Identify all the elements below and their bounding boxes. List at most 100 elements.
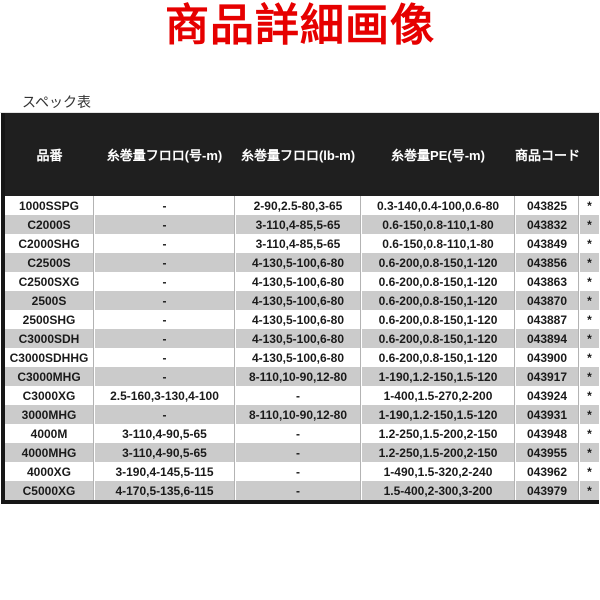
table-row: C3000MHG -8-110,10-90,12-80 1-190,1.2-150,…: [5, 367, 599, 386]
table-row: C3000SDH -4-130,5-100,6-80 0.6-200,0.8-150…: [5, 329, 599, 348]
table-cell: -: [94, 310, 235, 329]
table-cell: *: [579, 367, 599, 386]
table-cell: 1000SSPG: [5, 196, 94, 215]
table-cell: 1-190,1.2-150,1.5-120: [361, 405, 515, 424]
spec-table: 品番 糸巻量フロロ(号-m) 糸巻量フロロ(lb-m) 糸巻量PE(号-m) 商品コード…: [1, 113, 599, 504]
table-cell: 043849: [515, 234, 579, 253]
table-cell: -: [94, 405, 235, 424]
table-row: C2500S -4-130,5-100,6-80 0.6-200,0.8-150,1…: [5, 253, 599, 272]
table-cell: C2000SHG: [5, 234, 94, 253]
table-cell: 043955: [515, 443, 579, 462]
table-cell: 043962: [515, 462, 579, 481]
table-cell: -: [94, 272, 235, 291]
table-row: 4000XG 3-190,4-145,5-115-1-490,1.5-320,2-…: [5, 462, 599, 481]
table-cell: 4-130,5-100,6-80: [235, 272, 361, 291]
table-cell: 043870: [515, 291, 579, 310]
table-cell: *: [579, 291, 599, 310]
table-cell: *: [579, 443, 599, 462]
column-header-3: 糸巻量フロロ(lb-m): [240, 148, 356, 163]
table-row: 2500S -4-130,5-100,6-80 0.6-200,0.8-150,1-…: [5, 291, 599, 310]
table-cell: 4000M: [5, 424, 94, 443]
table-cell: C3000SDHHG: [5, 348, 94, 367]
table-cell: *: [579, 481, 599, 500]
table-row: C2000SHG -3-110,4-85,5-65 0.6-150,0.8-110,…: [5, 234, 599, 253]
table-row: 2500SHG -4-130,5-100,6-80 0.6-200,0.8-150,…: [5, 310, 599, 329]
spec-table-label: スペック表: [22, 94, 92, 110]
table-cell: 0.6-200,0.8-150,1-120: [361, 291, 515, 310]
table-row: C3000XG 2.5-160,3-130,4-100-1-400,1.5-270…: [5, 386, 599, 405]
table-cell: *: [579, 329, 599, 348]
table-cell: -: [94, 196, 235, 215]
table-cell: 0.6-150,0.8-110,1-80: [361, 215, 515, 234]
table-cell: 043917: [515, 367, 579, 386]
table-cell: 1.5-400,2-300,3-200: [361, 481, 515, 500]
table-cell: 1-490,1.5-320,2-240: [361, 462, 515, 481]
table-cell: *: [579, 386, 599, 405]
table-row: 3000MHG -8-110,10-90,12-80 1-190,1.2-150,1…: [5, 405, 599, 424]
table-cell: -: [235, 481, 361, 500]
table-cell: -: [94, 234, 235, 253]
table-cell: C3000XG: [5, 386, 94, 405]
table-row: C5000XG 4-170,5-135,6-115-1.5-400,2-300,3…: [5, 481, 599, 500]
table-row: 4000M 3-110,4-90,5-65-1.2-250,1.5-200,2-1…: [5, 424, 599, 443]
column-header-4: 糸巻量PE(号-m): [391, 148, 485, 163]
table-cell: 0.6-150,0.8-110,1-80: [361, 234, 515, 253]
table-cell: -: [94, 367, 235, 386]
table-cell: 043948: [515, 424, 579, 443]
table-row: 1000SSPG -2-90,2.5-80,3-65 0.3-140,0.4-100…: [5, 196, 599, 215]
column-header-5: 商品コード: [515, 148, 579, 163]
table-row: C3000SDHHG -4-130,5-100,6-80 0.6-200,0.8-1…: [5, 348, 599, 367]
column-header-2: 糸巻量フロロ(号-m): [106, 148, 223, 163]
column-header-6: [579, 113, 599, 196]
table-cell: 2.5-160,3-130,4-100: [94, 386, 235, 405]
table-cell: 1.2-250,1.5-200,2-150: [361, 424, 515, 443]
table-row: 4000MHG 3-110,4-90,5-65-1.2-250,1.5-200,2…: [5, 443, 599, 462]
table-row: C2000S -3-110,4-85,5-65 0.6-150,0.8-110,1-…: [5, 215, 599, 234]
table-cell: *: [579, 424, 599, 443]
table-cell: -: [235, 386, 361, 405]
table-cell: 043856: [515, 253, 579, 272]
table-cell: 0.6-200,0.8-150,1-120: [361, 272, 515, 291]
table-cell: 1-190,1.2-150,1.5-120: [361, 367, 515, 386]
table-cell: -: [94, 253, 235, 272]
table-cell: *: [579, 215, 599, 234]
table-cell: 3000MHG: [5, 405, 94, 424]
table-cell: *: [579, 196, 599, 215]
spec-table-body: 1000SSPG -2-90,2.5-80,3-65 0.3-140,0.4-100…: [5, 196, 599, 500]
table-cell: C5000XG: [5, 481, 94, 500]
table-cell: 043894: [515, 329, 579, 348]
table-cell: 0.6-200,0.8-150,1-120: [361, 329, 515, 348]
page-title: 商品詳細画像: [165, 1, 435, 50]
table-cell: 3-110,4-85,5-65: [235, 215, 361, 234]
table-cell: 4000MHG: [5, 443, 94, 462]
table-cell: 043832: [515, 215, 579, 234]
table-cell: 0.6-200,0.8-150,1-120: [361, 310, 515, 329]
table-cell: 4-130,5-100,6-80: [235, 348, 361, 367]
table-cell: *: [579, 272, 599, 291]
table-cell: -: [235, 462, 361, 481]
table-cell: 4-130,5-100,6-80: [235, 291, 361, 310]
table-cell: *: [579, 253, 599, 272]
table-cell: -: [94, 329, 235, 348]
table-cell: *: [579, 405, 599, 424]
table-cell: 1.2-250,1.5-200,2-150: [361, 443, 515, 462]
table-cell: C2000S: [5, 215, 94, 234]
table-cell: 0.6-200,0.8-150,1-120: [361, 253, 515, 272]
table-cell: -: [94, 291, 235, 310]
table-cell: 2-90,2.5-80,3-65: [235, 196, 361, 215]
table-cell: 4-130,5-100,6-80: [235, 329, 361, 348]
table-cell: *: [579, 234, 599, 253]
table-cell: 4-130,5-100,6-80: [235, 310, 361, 329]
table-cell: C3000SDH: [5, 329, 94, 348]
table-cell: -: [94, 215, 235, 234]
table-cell: 3-190,4-145,5-115: [94, 462, 235, 481]
table-cell: *: [579, 462, 599, 481]
table-cell: 0.6-200,0.8-150,1-120: [361, 348, 515, 367]
table-cell: 8-110,10-90,12-80: [235, 367, 361, 386]
table-cell: C3000MHG: [5, 367, 94, 386]
table-cell: 3-110,4-85,5-65: [235, 234, 361, 253]
table-cell: -: [235, 424, 361, 443]
table-cell: 3-110,4-90,5-65: [94, 424, 235, 443]
table-cell: 043825: [515, 196, 579, 215]
